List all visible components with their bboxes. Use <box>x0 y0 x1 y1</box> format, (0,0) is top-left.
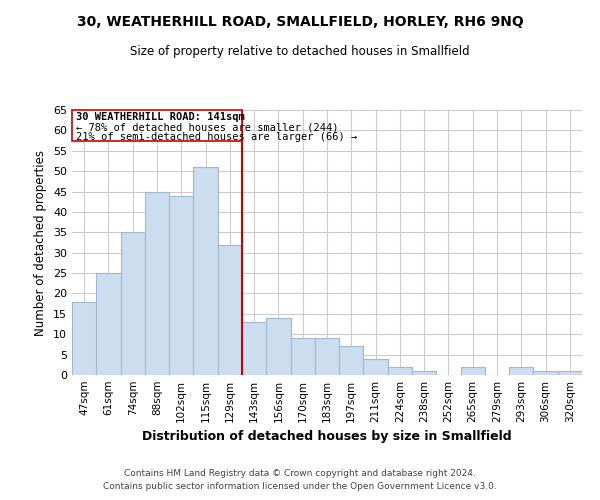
Bar <box>121 232 145 375</box>
FancyBboxPatch shape <box>72 110 242 140</box>
Bar <box>509 367 533 375</box>
Text: ← 78% of detached houses are smaller (244): ← 78% of detached houses are smaller (24… <box>76 122 338 132</box>
Bar <box>388 367 412 375</box>
Bar <box>266 318 290 375</box>
Bar <box>412 371 436 375</box>
Bar <box>315 338 339 375</box>
Bar <box>533 371 558 375</box>
Bar <box>558 371 582 375</box>
X-axis label: Distribution of detached houses by size in Smallfield: Distribution of detached houses by size … <box>142 430 512 444</box>
Bar <box>218 244 242 375</box>
Bar <box>242 322 266 375</box>
Text: 30 WEATHERHILL ROAD: 141sqm: 30 WEATHERHILL ROAD: 141sqm <box>76 112 244 122</box>
Text: Size of property relative to detached houses in Smallfield: Size of property relative to detached ho… <box>130 45 470 58</box>
Bar <box>72 302 96 375</box>
Text: Contains public sector information licensed under the Open Government Licence v3: Contains public sector information licen… <box>103 482 497 491</box>
Bar <box>290 338 315 375</box>
Y-axis label: Number of detached properties: Number of detached properties <box>34 150 47 336</box>
Bar <box>145 192 169 375</box>
Text: 30, WEATHERHILL ROAD, SMALLFIELD, HORLEY, RH6 9NQ: 30, WEATHERHILL ROAD, SMALLFIELD, HORLEY… <box>77 15 523 29</box>
Bar <box>364 358 388 375</box>
Bar <box>96 273 121 375</box>
Bar <box>193 167 218 375</box>
Bar <box>339 346 364 375</box>
Text: 21% of semi-detached houses are larger (66) →: 21% of semi-detached houses are larger (… <box>76 132 357 142</box>
Bar <box>169 196 193 375</box>
Text: Contains HM Land Registry data © Crown copyright and database right 2024.: Contains HM Land Registry data © Crown c… <box>124 468 476 477</box>
Bar <box>461 367 485 375</box>
